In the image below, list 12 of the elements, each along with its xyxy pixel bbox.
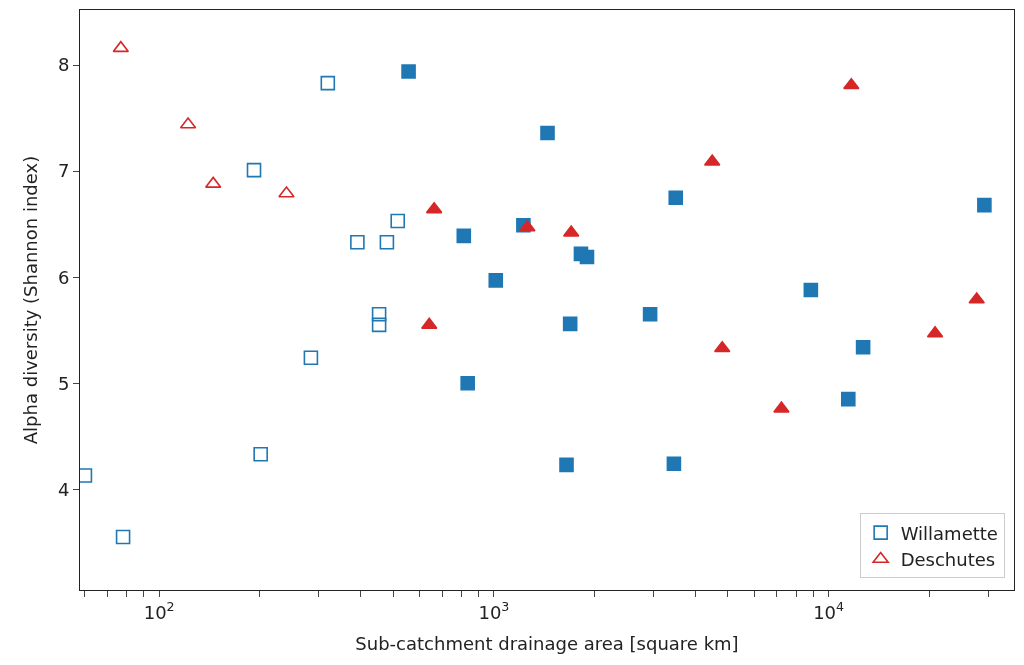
x-axis-title: Sub-catchment drainage area [square km] — [355, 632, 739, 654]
y-axis-title: Alpha diversity (Shannon index) — [20, 155, 42, 445]
y-tick-label: 7 — [57, 160, 70, 182]
x-tick-label: 10$^{3}$ — [478, 599, 510, 623]
legend-label: Deschutes — [900, 549, 996, 571]
legend-label: Willamette — [900, 522, 998, 544]
y-tick-label: 5 — [57, 372, 70, 394]
y-tick-label: 8 — [57, 54, 70, 76]
y-tick-label: 6 — [57, 266, 70, 288]
x-tick-label: 10$^{4}$ — [813, 599, 845, 623]
y-tick-label: 4 — [57, 478, 70, 500]
x-tick-label: 10$^{2}$ — [143, 599, 175, 623]
